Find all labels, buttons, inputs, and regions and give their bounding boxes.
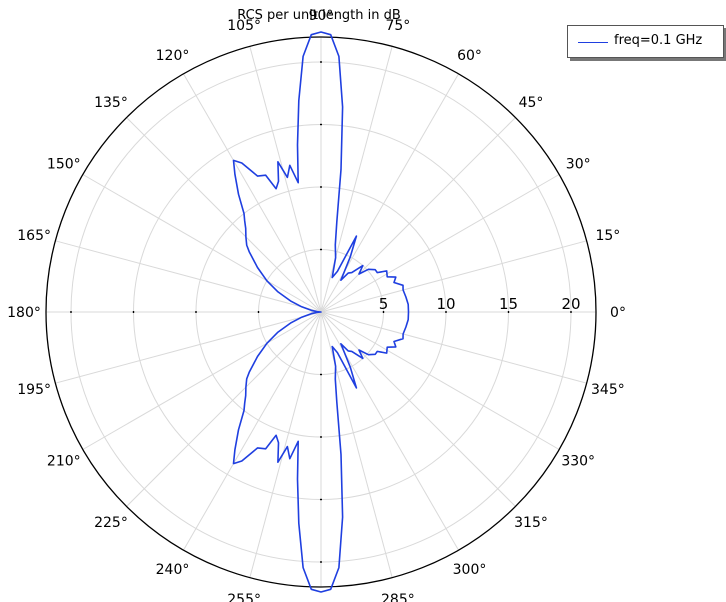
angle-tick-label: 105°: [227, 18, 261, 34]
angle-tick-label: 255°: [227, 592, 261, 602]
angle-tick-label: 195°: [17, 382, 51, 398]
angle-tick-label: 300°: [453, 562, 487, 578]
grid-spoke: [249, 46, 322, 313]
grid-spoke: [320, 46, 393, 313]
legend-swatch: [578, 42, 608, 43]
grid-spoke: [126, 117, 322, 313]
angle-tick-label: 75°: [385, 18, 410, 34]
radial-tick-label: 15: [499, 295, 518, 313]
grid-spoke: [320, 174, 560, 313]
angle-tick-label: 285°: [381, 592, 415, 602]
grid-spoke: [320, 240, 587, 313]
angle-tick-label: 15°: [595, 228, 620, 244]
angle-tick-label: 30°: [566, 157, 591, 173]
grid-spoke: [82, 174, 322, 313]
angle-tick-label: 90°: [309, 8, 334, 24]
radial-tick-labels: 5 10 15 20: [379, 295, 581, 313]
grid-spoke: [320, 311, 393, 578]
angle-tick-label: 135°: [94, 95, 128, 111]
angle-tick-label: 180°: [7, 305, 41, 321]
angle-tick-label: 0°: [610, 305, 626, 321]
angle-tick-label: 240°: [156, 562, 190, 578]
grid-spoke: [82, 311, 322, 450]
angle-tick-label: 45°: [519, 95, 544, 111]
outer-boundary: [45, 36, 597, 588]
legend-label: freq=0.1 GHz: [614, 33, 703, 48]
angle-tick-label: 60°: [457, 48, 482, 64]
series-line: [232, 31, 410, 593]
legend: freq=0.1 GHz: [567, 25, 724, 58]
radial-tick-label: 10: [436, 295, 455, 313]
grid-spoke: [320, 311, 560, 450]
angle-tick-label: 225°: [94, 515, 128, 531]
angle-tick-label: 150°: [47, 157, 81, 173]
grid-spoke: [183, 73, 322, 313]
angle-tick-label: 165°: [17, 228, 51, 244]
radial-tick-label: 20: [561, 295, 580, 313]
grid-spoke: [126, 311, 322, 507]
series-layer: [232, 31, 410, 593]
radial-tick-label: 5: [379, 295, 389, 313]
grid-spoke: [320, 311, 516, 507]
grid-spoke: [249, 311, 322, 578]
grid-spoke: [55, 311, 322, 384]
grid-spoke: [55, 240, 322, 313]
angle-tick-label: 120°: [156, 48, 190, 64]
angle-tick-label: 330°: [561, 454, 595, 470]
grid-spoke: [320, 117, 516, 313]
angle-tick-labels: 0° 15° 30° 45° 60° 75° 90° 105° 120° 135° 150° 165°…: [7, 8, 626, 602]
grid-spoke: [183, 311, 322, 551]
angle-tick-label: 210°: [47, 454, 81, 470]
angle-tick-label: 345°: [591, 382, 625, 398]
angle-tick-label: 315°: [514, 515, 548, 531]
chart-title: RCS per unit length in dB: [237, 8, 401, 23]
grid-spoke: [320, 311, 587, 384]
